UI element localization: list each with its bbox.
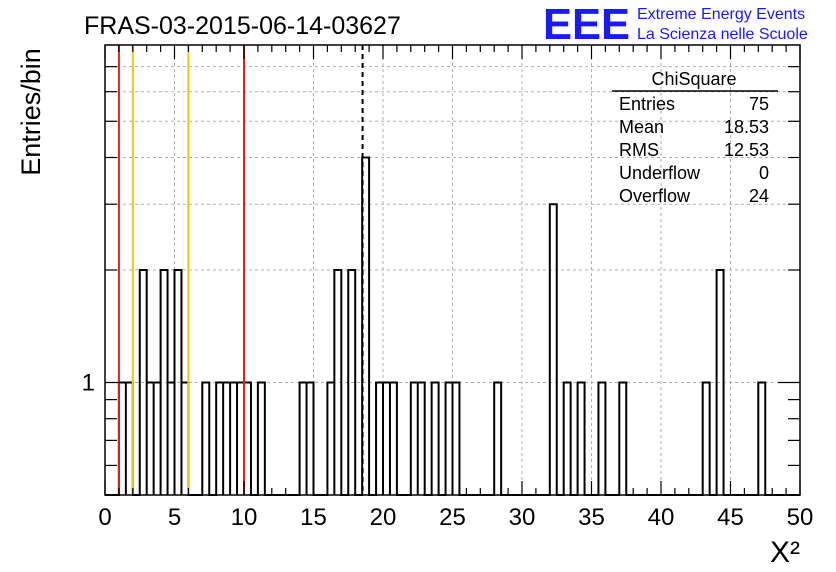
histogram-bar [418, 383, 425, 496]
histogram-bar [327, 383, 334, 496]
y-tick-label: 1 [82, 370, 95, 397]
histogram-bar [550, 204, 557, 495]
histogram-bar [119, 383, 126, 496]
stats-row-label: Entries [619, 94, 675, 114]
x-tick-label: 0 [98, 504, 111, 531]
x-tick-label: 45 [717, 504, 744, 531]
histogram-bar [223, 383, 230, 496]
x-tick-label: 35 [578, 504, 605, 531]
histogram-outline [105, 156, 800, 496]
stats-box: ChiSquare Entries 75 Mean 18.53 RMS 12.53 Unde… [612, 69, 778, 206]
stats-box-rows: Entries 75 Mean 18.53 RMS 12.53 Underflow 0 Over… [619, 94, 769, 206]
histogram-bar [181, 383, 188, 496]
histogram-bar [446, 383, 453, 496]
histogram-bar [126, 383, 133, 496]
reference-lines [117, 45, 364, 495]
histogram-bar [237, 383, 244, 496]
histogram-bar [703, 383, 710, 496]
y-axis-label: Entries/bin [16, 48, 46, 176]
histogram-bar [411, 383, 418, 496]
stats-row-value: 24 [749, 186, 769, 206]
histogram-bar [216, 383, 223, 496]
stats-row-label: Underflow [619, 163, 701, 183]
histogram-bar [453, 383, 460, 496]
axis-tick-labels: 0 5 10 15 20 25 30 35 40 45 50 1 [82, 370, 814, 532]
stats-row-value: 18.53 [724, 117, 769, 137]
x-tick-label: 20 [370, 504, 397, 531]
chart-title: FRAS-03-2015-06-14-03627 [84, 12, 401, 40]
histogram-bar [307, 383, 314, 496]
x-tick-label: 30 [509, 504, 536, 531]
histogram-bar [758, 383, 765, 496]
x-tick-label: 25 [439, 504, 466, 531]
histogram-bar [168, 383, 175, 496]
eee-logo: EEE Extreme Energy Events La Scienza nel… [543, 0, 808, 49]
histogram-bar [300, 383, 307, 496]
x-tick-label: 40 [648, 504, 675, 531]
x-tick-label: 5 [168, 504, 181, 531]
histogram-bar [258, 383, 265, 496]
stats-row-value: 12.53 [724, 140, 769, 160]
stats-row-value: 0 [759, 163, 769, 183]
histogram-bar [376, 383, 383, 496]
histogram-bar [147, 383, 154, 496]
eee-logo-mark: EEE [543, 0, 630, 49]
histogram-bar [390, 383, 397, 496]
x-tick-label: 50 [787, 504, 814, 531]
histogram-bar [383, 383, 390, 496]
histogram-bar [244, 383, 251, 496]
histogram-bar [432, 383, 439, 496]
stats-row-label: RMS [619, 140, 659, 160]
histogram-bar [494, 383, 501, 496]
stats-row-value: 75 [749, 94, 769, 114]
histogram-bar [230, 383, 237, 496]
histogram-bar [598, 383, 605, 496]
x-tick-label: 15 [300, 504, 327, 531]
stats-row-label: Mean [619, 117, 664, 137]
histogram-bar [619, 383, 626, 496]
histogram-bar [154, 383, 161, 496]
axis-ticks [104, 45, 801, 495]
eee-logo-line1: Extreme Energy Events [637, 6, 805, 23]
x-axis-label: X² [770, 536, 800, 569]
stats-box-title: ChiSquare [651, 69, 736, 89]
x-tick-label: 10 [231, 504, 258, 531]
histogram-bar [564, 383, 571, 496]
eee-logo-line2: La Scienza nelle Scuole [637, 26, 808, 43]
histogram-bar [578, 383, 585, 496]
histogram-bar [202, 383, 209, 496]
stats-row-label: Overflow [619, 186, 691, 206]
